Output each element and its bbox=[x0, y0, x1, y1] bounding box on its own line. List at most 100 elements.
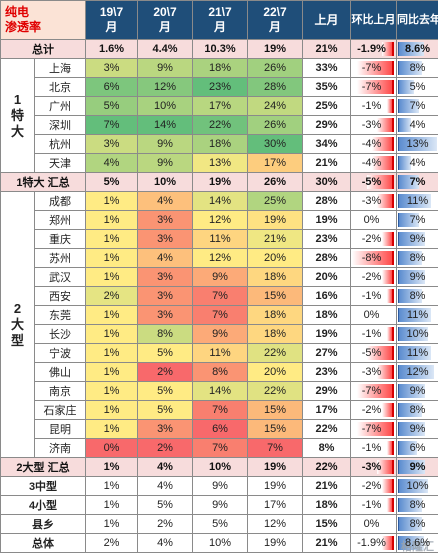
value-cell-2021: 9% bbox=[192, 267, 249, 287]
col-header-last-month: 上月 bbox=[302, 0, 352, 40]
city-name: 佛山 bbox=[33, 362, 87, 382]
yoy-bar bbox=[398, 517, 423, 531]
value-cell-2019: 1% bbox=[85, 381, 139, 401]
corner-title: 纯电 bbox=[5, 5, 30, 19]
row-label: 总计 bbox=[0, 39, 87, 59]
value-cell-2019: 1% bbox=[85, 495, 139, 515]
city-name: 南京 bbox=[33, 381, 87, 401]
value-cell-2020: 10% bbox=[137, 96, 194, 116]
value-cell-2020: 4% bbox=[137, 457, 194, 477]
summary-row: 总计 1.6% 4.4% 10.3% 19% 21% -1.9% 8.6% bbox=[0, 39, 438, 59]
group-label-tier2: 2 大 型 bbox=[0, 191, 35, 458]
yoy-cell: 8.6% bbox=[396, 533, 438, 553]
yoy-value: 8% bbox=[409, 290, 426, 302]
yoy-bar bbox=[398, 479, 429, 493]
value-cell-2019: 4% bbox=[85, 153, 139, 173]
city-name: 杭州 bbox=[33, 134, 87, 154]
value-cell-2019: 2% bbox=[85, 533, 139, 553]
value-cell-2021: 23% bbox=[192, 77, 249, 97]
city-name: 昆明 bbox=[33, 419, 87, 439]
mom-bar bbox=[382, 403, 395, 417]
table-row: 武汉 1% 3% 9% 18% 20% -2% 9% bbox=[1, 267, 438, 287]
table-row: 石家庄 1% 5% 7% 15% 17% -2% 8% bbox=[1, 400, 438, 420]
value-cell-2022: 15% bbox=[247, 286, 304, 306]
value-cell-2021: 6% bbox=[192, 419, 249, 439]
value-cell-2020: 14% bbox=[137, 115, 194, 135]
table-row: 北京 6% 12% 23% 28% 35% -7% 5% bbox=[1, 77, 438, 97]
yoy-bar bbox=[398, 270, 426, 284]
value-cell-2021: 14% bbox=[192, 191, 249, 211]
mom-cell: -1% bbox=[350, 324, 398, 344]
value-cell-2019: 1% bbox=[85, 305, 139, 325]
value-cell-2020: 9% bbox=[137, 58, 194, 78]
city-name: 重庆 bbox=[33, 229, 87, 249]
yoy-value: 6% bbox=[409, 442, 426, 454]
yoy-bar bbox=[398, 308, 432, 322]
mom-value: -1.9% bbox=[357, 43, 386, 55]
value-cell-2020: 3% bbox=[137, 419, 194, 439]
yoy-value: 5% bbox=[409, 81, 426, 93]
mom-value: 0% bbox=[363, 214, 380, 226]
yoy-cell: 9% bbox=[396, 381, 438, 401]
tier-row: 3中型 1% 4% 9% 19% 21% -2% 10% bbox=[0, 476, 438, 496]
city-name: 上海 bbox=[33, 58, 87, 78]
mom-value: -2% bbox=[361, 480, 382, 492]
table-row: 宁波 1% 5% 11% 22% 27% -5% 11% bbox=[1, 343, 438, 363]
yoy-bar bbox=[398, 194, 432, 208]
value-cell-2021: 7% bbox=[192, 400, 249, 420]
value-cell-2020: 4% bbox=[137, 191, 194, 211]
value-cell-2020: 9% bbox=[137, 134, 194, 154]
mom-bar bbox=[382, 479, 395, 493]
yoy-bar bbox=[398, 384, 426, 398]
last-month-cell: 23% bbox=[302, 362, 352, 382]
col-header-2021: 21\7 月 bbox=[192, 0, 249, 40]
yoy-cell: 6% bbox=[396, 438, 438, 458]
value-cell-2020: 9% bbox=[137, 153, 194, 173]
table-row: 昆明 1% 3% 6% 15% 22% -7% 9% bbox=[1, 419, 438, 439]
value-cell-2022: 15% bbox=[247, 400, 304, 420]
yoy-value: 9% bbox=[409, 271, 426, 283]
table-row: 广州 5% 10% 17% 24% 25% -1% 7% bbox=[1, 96, 438, 116]
city-name: 天津 bbox=[33, 153, 87, 173]
value-cell-2021: 11% bbox=[192, 229, 249, 249]
yoy-value: 12% bbox=[406, 366, 429, 378]
mom-cell: -3% bbox=[350, 362, 398, 382]
yoy-value: 10% bbox=[406, 328, 429, 340]
yoy-cell: 8% bbox=[396, 58, 438, 78]
yoy-bar bbox=[398, 498, 423, 512]
value-cell-2019: 1% bbox=[85, 457, 139, 477]
yoy-cell: 8% bbox=[396, 286, 438, 306]
city-name: 苏州 bbox=[33, 248, 87, 268]
last-month-cell: 28% bbox=[302, 191, 352, 211]
mom-cell: -5% bbox=[350, 343, 398, 363]
yoy-cell: 7% bbox=[396, 96, 438, 116]
mom-bar bbox=[357, 61, 395, 75]
col-header-2022: 22\7 月 bbox=[247, 0, 304, 40]
value-cell-2022: 26% bbox=[247, 115, 304, 135]
yoy-cell: 4% bbox=[396, 115, 438, 135]
group-label-tier1: 1 特 大 bbox=[0, 58, 35, 173]
yoy-cell: 13% bbox=[396, 134, 438, 154]
value-cell-2022: 18% bbox=[247, 324, 304, 344]
city-name: 石家庄 bbox=[33, 400, 87, 420]
last-month-cell: 15% bbox=[302, 514, 352, 534]
mom-bar bbox=[387, 441, 395, 455]
value-cell-2020: 3% bbox=[137, 210, 194, 230]
city-name: 宁波 bbox=[33, 343, 87, 363]
value-cell-2022: 15% bbox=[247, 419, 304, 439]
mom-value: -2% bbox=[361, 233, 382, 245]
value-cell-2020: 4.4% bbox=[137, 39, 194, 59]
mom-bar bbox=[372, 137, 395, 151]
mom-value: -4% bbox=[361, 138, 382, 150]
mom-cell: -7% bbox=[350, 77, 398, 97]
value-cell-2019: 6% bbox=[85, 77, 139, 97]
col-header-mom: 环比上月 bbox=[350, 0, 398, 40]
yoy-bar bbox=[398, 156, 412, 170]
value-cell-2021: 7% bbox=[192, 286, 249, 306]
last-month-cell: 18% bbox=[302, 305, 352, 325]
city-name: 济南 bbox=[33, 438, 87, 458]
last-month-cell: 16% bbox=[302, 286, 352, 306]
value-cell-2019: 5% bbox=[85, 172, 139, 192]
city-name: 成都 bbox=[33, 191, 87, 211]
mom-cell: 0% bbox=[350, 514, 398, 534]
